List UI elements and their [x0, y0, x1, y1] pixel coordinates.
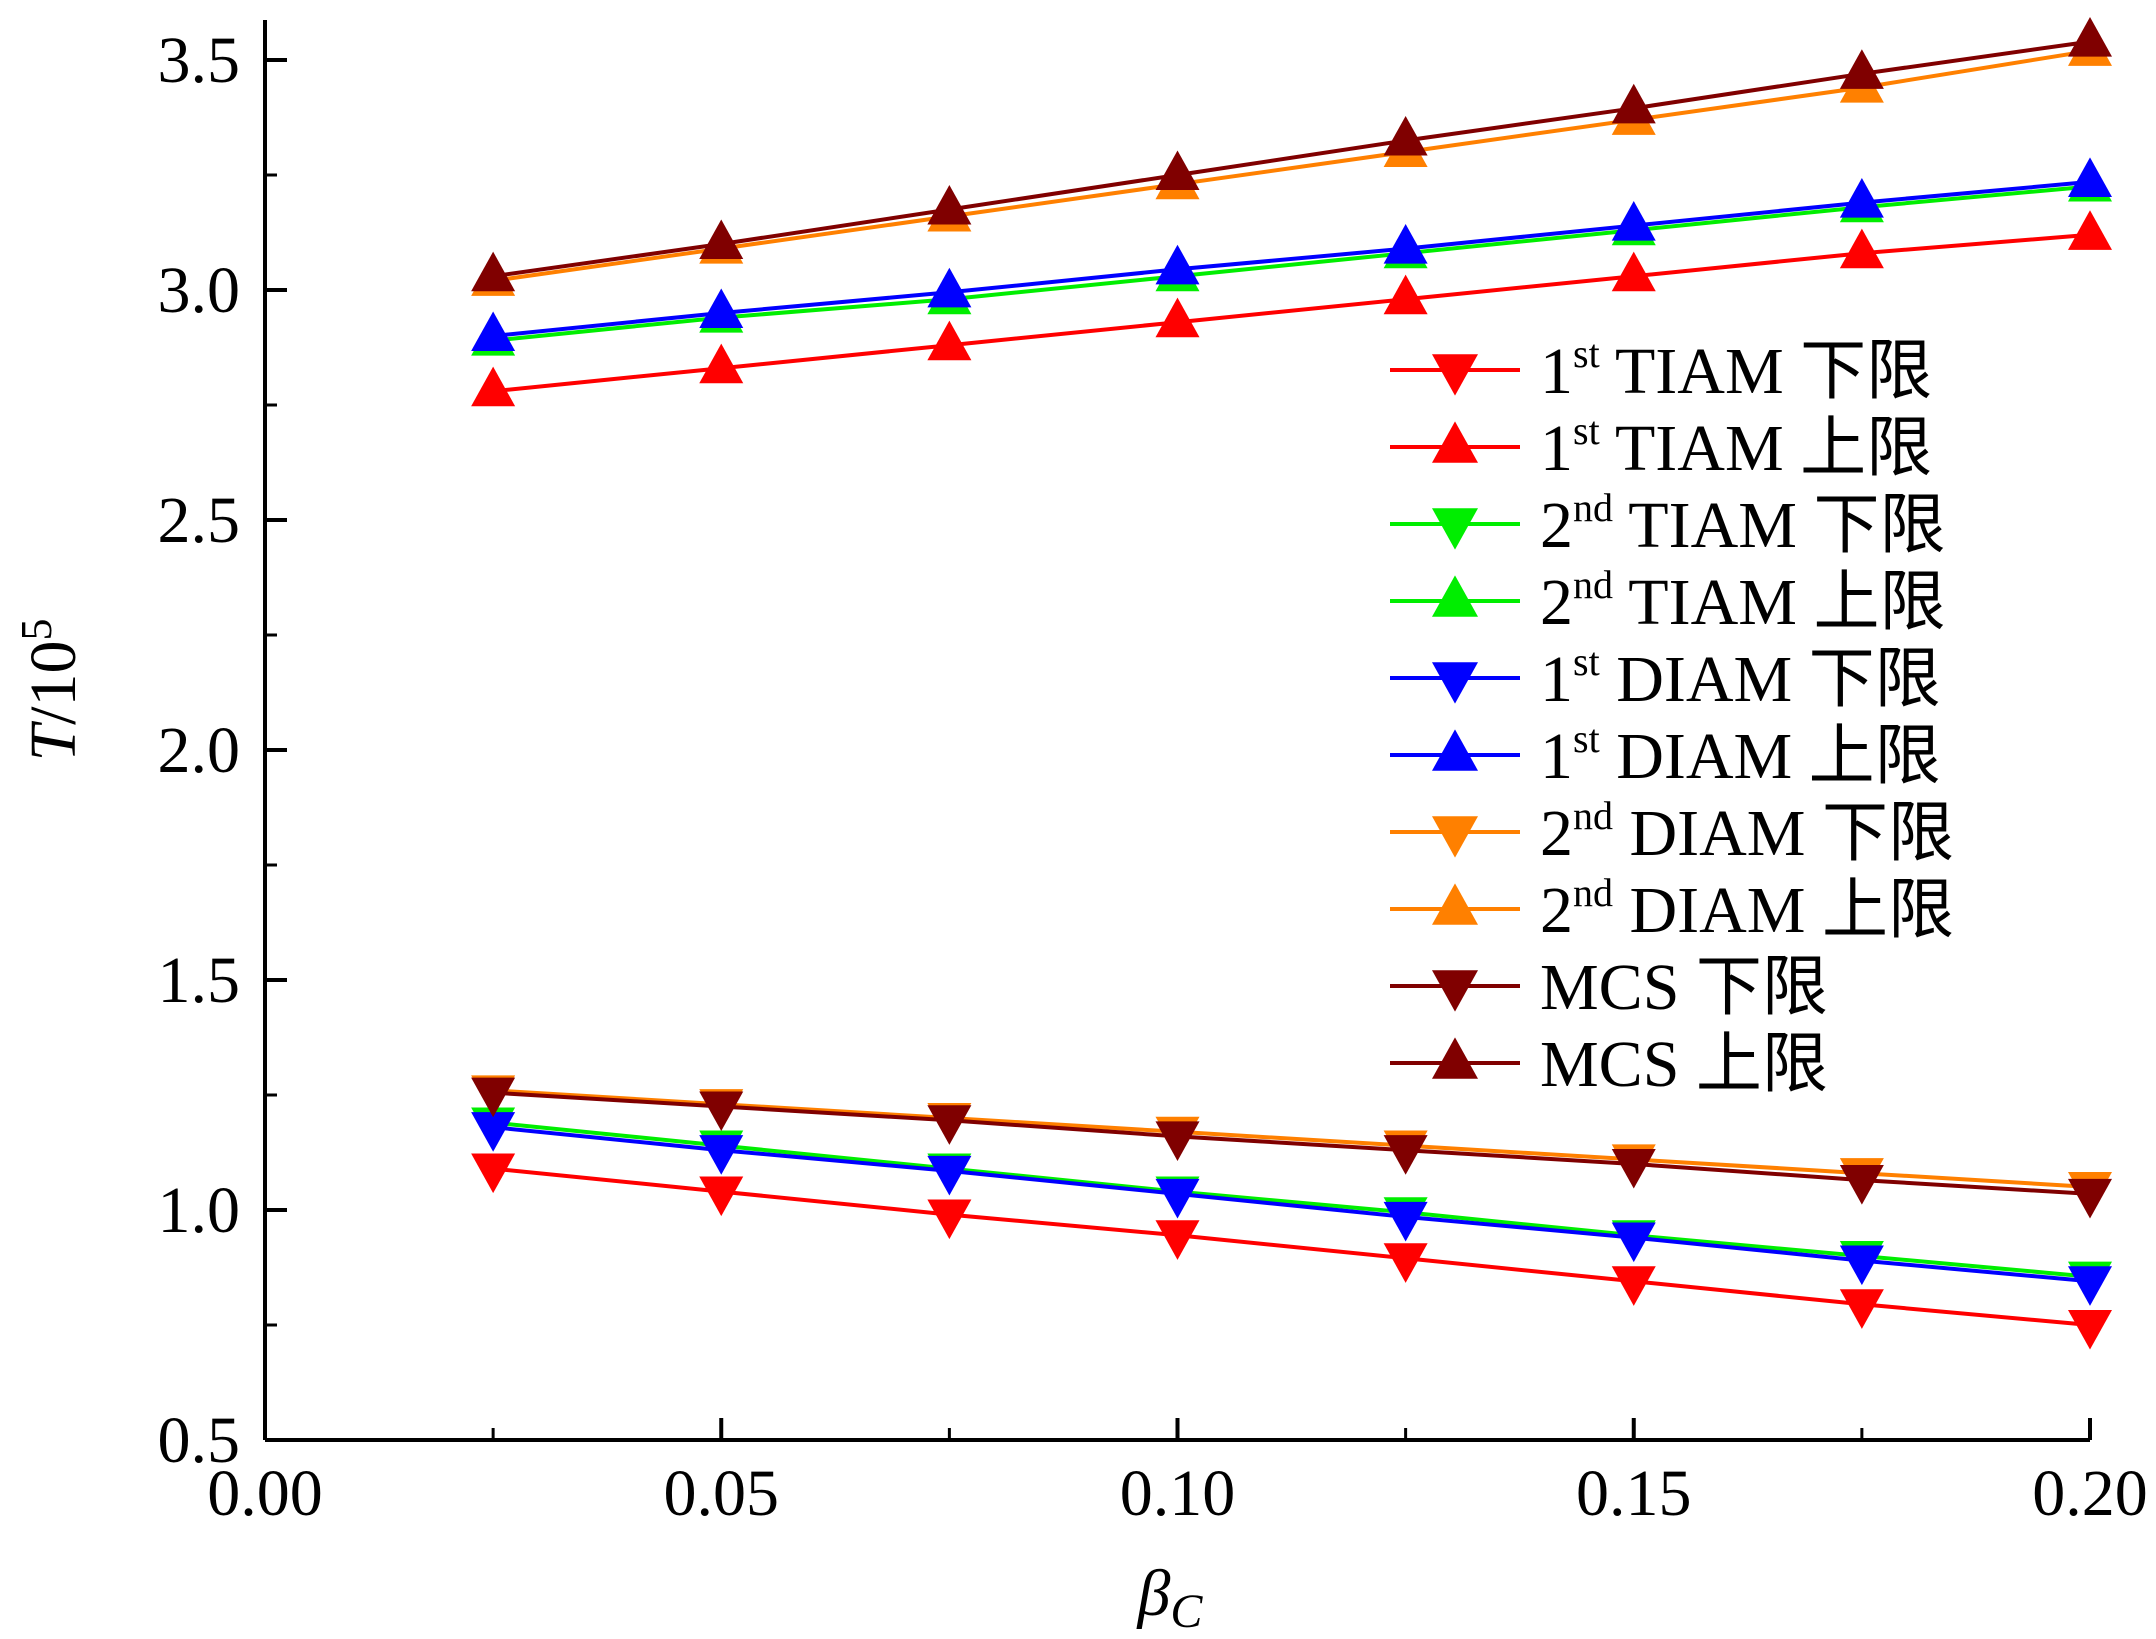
y-tick-label: 2.5 [158, 484, 241, 557]
data-point [699, 1091, 744, 1132]
series-line [492, 179, 2091, 338]
legend-label: 2nd TIAM 下限 [1540, 485, 1945, 562]
legend-label: 1st TIAM 下限 [1540, 331, 1932, 408]
series-line [492, 1125, 2091, 1284]
legend-label: 2nd DIAM 上限 [1540, 870, 1954, 947]
series-line [492, 1120, 2091, 1279]
legend-label: 2nd DIAM 下限 [1540, 793, 1954, 870]
data-point [927, 267, 972, 308]
data-point [471, 1153, 516, 1194]
legend-swatch-marker [1432, 729, 1478, 771]
legend-swatch-marker [1432, 883, 1478, 925]
data-point [471, 311, 516, 352]
y-ticks: 0.5 1.0 1.5 2.0 2.5 3.0 3.5 [158, 24, 287, 1477]
y-tick-label: 1.5 [158, 944, 241, 1017]
series-line [492, 1166, 2091, 1327]
data-point [2068, 1266, 2112, 1306]
x-tick-label: 0.10 [1120, 1457, 1236, 1530]
data-point [927, 184, 972, 225]
data-point [1611, 1222, 1656, 1263]
data-point [927, 1105, 972, 1145]
y-tick-label: 3.5 [158, 24, 241, 97]
legend-swatch-marker [1432, 354, 1478, 396]
data-point [699, 219, 744, 260]
series-line [493, 1088, 2091, 1189]
data-point [2068, 157, 2112, 197]
data-point [1155, 1220, 1200, 1260]
data-point [1155, 1121, 1200, 1161]
legend-label: 2nd TIAM 上限 [1540, 562, 1945, 639]
data-point [1839, 228, 1884, 269]
data-point [2068, 1309, 2112, 1350]
x-tick-label: 0.15 [1576, 1457, 1692, 1530]
data-point [2068, 1178, 2112, 1219]
series-line [493, 1090, 2091, 1196]
data-point [1155, 297, 1200, 338]
legend-swatch-marker [1432, 970, 1478, 1012]
data-point [1383, 224, 1428, 264]
legend-swatch-marker [1432, 662, 1478, 704]
y-tick-label: 2.0 [158, 714, 241, 787]
data-point [1155, 1178, 1200, 1219]
legend-swatch-marker [1432, 816, 1478, 858]
series-line [492, 232, 2091, 394]
data-point [1383, 1201, 1428, 1242]
data-point [1611, 201, 1656, 241]
x-axis-label: βC [1136, 1557, 1204, 1638]
data-point [2068, 210, 2112, 250]
data-point [1839, 1245, 1884, 1286]
data-point [699, 343, 744, 384]
data-point [1839, 178, 1884, 218]
x-tick-label: 0.20 [2032, 1457, 2148, 1530]
data-point [1383, 1135, 1428, 1175]
x-ticks: 0.00 0.05 0.10 0.15 0.20 [207, 1418, 2148, 1530]
data-point [1839, 1289, 1884, 1329]
data-point [699, 1176, 744, 1217]
data-point [1611, 1148, 1656, 1189]
data-point [1155, 150, 1200, 191]
legend-label: MCS 上限 [1540, 1028, 1828, 1101]
series-line [492, 48, 2091, 283]
y-tick-label: 0.5 [158, 1404, 241, 1477]
data-point [1611, 251, 1656, 292]
legend-label: 1st TIAM 上限 [1540, 408, 1932, 485]
data-point [1839, 1165, 1884, 1205]
data-point [1383, 115, 1428, 156]
data-point [699, 288, 744, 329]
data-point [927, 1199, 972, 1240]
x-tick-label: 0.05 [664, 1457, 780, 1530]
data-point [2068, 17, 2112, 57]
data-point [927, 320, 972, 361]
data-point [1611, 83, 1656, 124]
data-point [1611, 1266, 1656, 1306]
legend-label: 1st DIAM 上限 [1540, 716, 1941, 793]
markers [471, 17, 2112, 1350]
data-point [471, 366, 516, 407]
series-line [492, 39, 2091, 279]
data-point [1155, 244, 1200, 285]
data-point [927, 1155, 972, 1196]
data-point [471, 1112, 516, 1152]
legend-label: MCS 下限 [1540, 951, 1828, 1024]
data-point [471, 251, 516, 292]
x-tick-label: 0.00 [207, 1457, 323, 1530]
y-tick-label: 3.0 [158, 254, 241, 327]
y-axis-label: T/105 [12, 618, 90, 761]
legend-swatch-marker [1432, 575, 1478, 617]
y-tick-label: 1.0 [158, 1174, 241, 1247]
legend-swatch-marker [1432, 508, 1478, 550]
data-point [471, 1077, 516, 1118]
data-point [1383, 1243, 1428, 1283]
legend-swatch-marker [1432, 421, 1478, 463]
data-point [1383, 274, 1428, 315]
plot-lines [492, 39, 2091, 1327]
data-point [1839, 49, 1884, 89]
series-line [492, 184, 2091, 343]
data-point [699, 1135, 744, 1175]
legend-label: 1st DIAM 下限 [1540, 639, 1941, 716]
legend-swatch-marker [1432, 1037, 1478, 1079]
